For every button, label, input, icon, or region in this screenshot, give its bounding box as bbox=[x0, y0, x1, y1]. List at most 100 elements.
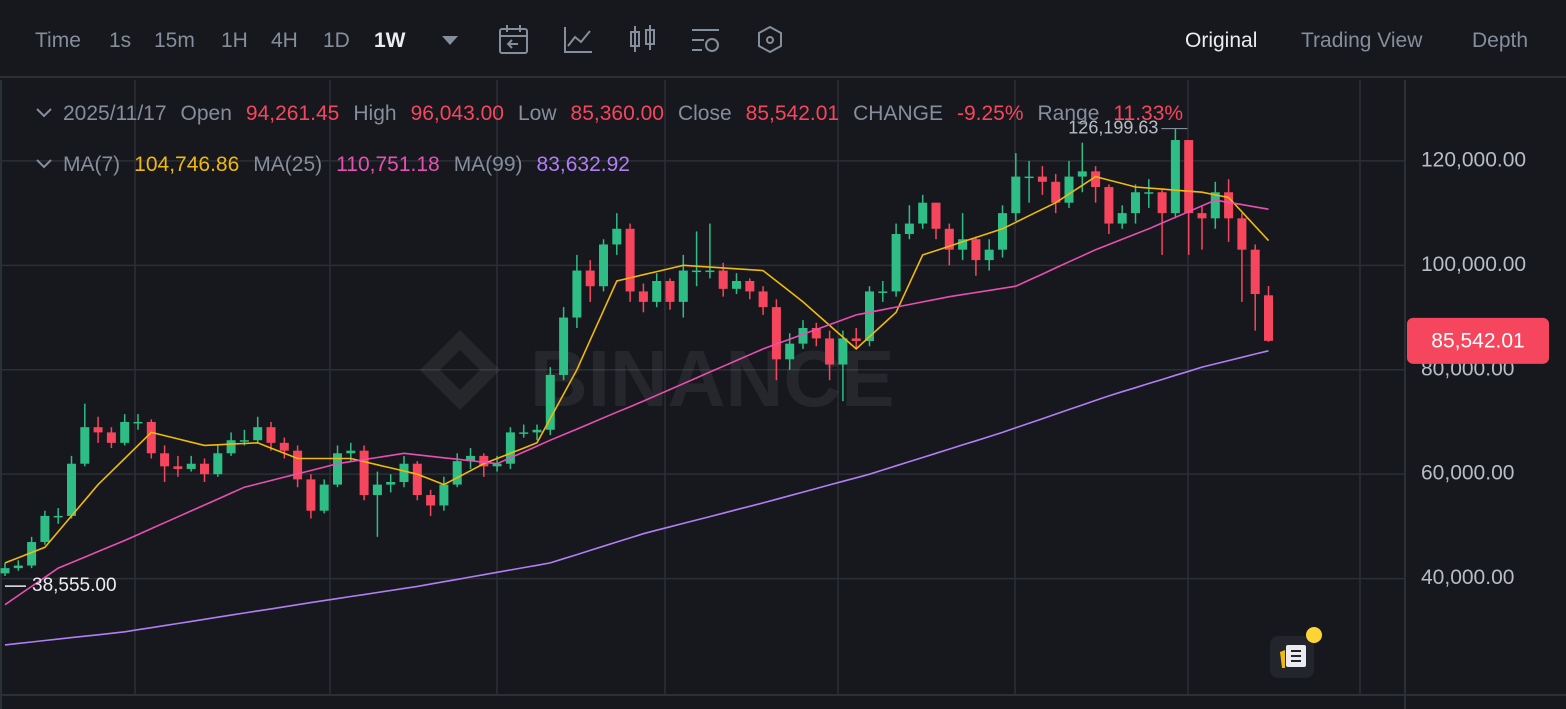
chevron[interactable] bbox=[34, 157, 56, 171]
field-value: 85,542.01 bbox=[745, 102, 840, 125]
candle-body bbox=[120, 421, 130, 443]
last-price-label: 85,542.01 bbox=[1431, 329, 1524, 352]
candle-body bbox=[771, 307, 781, 360]
candle-body bbox=[998, 213, 1007, 250]
interval-button[interactable]: 1D bbox=[323, 29, 350, 52]
date-icon[interactable] bbox=[499, 25, 528, 54]
candle-body bbox=[479, 455, 489, 467]
interval-button[interactable]: 4H bbox=[271, 29, 298, 52]
candle-body bbox=[652, 280, 662, 302]
view-tab[interactable]: Depth bbox=[1472, 29, 1529, 52]
notice-icon[interactable] bbox=[1270, 627, 1322, 678]
ohlc-row: 2025/11/17 Open 94,261.45 High 96,043.00 Low 8… bbox=[34, 101, 1197, 127]
candle-body bbox=[0, 568, 10, 574]
candle-body bbox=[958, 239, 968, 250]
candle-body bbox=[692, 270, 702, 273]
candle-body bbox=[891, 234, 901, 292]
candle-body bbox=[306, 479, 316, 511]
candle-body bbox=[359, 450, 369, 496]
candle-body bbox=[825, 338, 835, 365]
settings-icon[interactable] bbox=[692, 29, 719, 52]
candle-body bbox=[293, 450, 303, 480]
interval-button[interactable]: Time bbox=[35, 29, 81, 52]
candle-body bbox=[13, 565, 23, 569]
chevron[interactable] bbox=[34, 106, 56, 120]
candle-body bbox=[173, 466, 183, 469]
candle-body bbox=[146, 421, 156, 454]
legend-label: MA(7) bbox=[63, 153, 121, 176]
candle-body bbox=[1024, 176, 1034, 179]
date: 2025/11/17 bbox=[63, 102, 167, 125]
candle-body bbox=[1091, 171, 1101, 188]
candle-body bbox=[40, 515, 50, 543]
candle-body bbox=[798, 327, 808, 344]
candle-body bbox=[638, 291, 648, 302]
field-label: Low bbox=[518, 102, 557, 125]
candle-body bbox=[1144, 192, 1154, 194]
candle-body bbox=[226, 440, 236, 454]
field-label: CHANGE bbox=[853, 102, 943, 125]
candle-body bbox=[944, 228, 954, 250]
ma-row: MA(7) 104,746.86 MA(25) 110,751.18 MA(99) 83,… bbox=[34, 152, 644, 178]
candle-body bbox=[1197, 213, 1207, 219]
candle-body bbox=[27, 542, 37, 566]
candle-body bbox=[346, 450, 356, 454]
candle-body bbox=[918, 202, 928, 224]
candle-body bbox=[1250, 249, 1260, 295]
candle-icon[interactable] bbox=[630, 25, 655, 52]
candle-body bbox=[904, 223, 914, 235]
candle-body bbox=[811, 327, 821, 339]
watermark-logo bbox=[420, 330, 500, 410]
candle-body bbox=[386, 481, 396, 485]
candle-body bbox=[732, 280, 741, 289]
min-label: 38,555.00 bbox=[32, 575, 117, 596]
field-label: Range bbox=[1037, 102, 1100, 125]
candle-body bbox=[705, 270, 715, 273]
view-tab[interactable]: Original bbox=[1185, 29, 1258, 52]
watermark: BINANCE bbox=[420, 330, 894, 423]
candle-body bbox=[1117, 213, 1127, 224]
interval-button[interactable]: 1s bbox=[109, 29, 132, 52]
interval-button[interactable]: 1W bbox=[374, 29, 406, 52]
candle-body bbox=[984, 249, 994, 261]
candle-body bbox=[745, 280, 755, 292]
candle-body bbox=[971, 239, 981, 261]
field-value: 96,043.00 bbox=[410, 102, 504, 125]
view-tab[interactable]: Trading View bbox=[1301, 29, 1423, 52]
candle-body bbox=[545, 374, 555, 430]
candle-body bbox=[505, 432, 515, 464]
ma-line bbox=[4, 175, 1270, 564]
candle-body bbox=[1051, 181, 1061, 203]
candle-body bbox=[1037, 176, 1047, 182]
candle-body bbox=[1077, 171, 1087, 177]
ma-line bbox=[4, 350, 1269, 646]
candle-body bbox=[865, 291, 874, 342]
candle-body bbox=[372, 484, 382, 496]
candle-body bbox=[559, 317, 569, 375]
toolbar: Time 1s 15m 1H 4H 1D 1W Original Trading View Dep… bbox=[0, 0, 1566, 78]
indicator-icon[interactable] bbox=[564, 27, 592, 53]
candle-body bbox=[439, 484, 449, 506]
candle-body bbox=[612, 228, 622, 245]
candle-body bbox=[599, 244, 608, 287]
y-tick-label: 40,000.00 bbox=[1421, 566, 1514, 589]
interval-button[interactable]: 1H bbox=[221, 29, 248, 52]
candle-body bbox=[532, 429, 542, 433]
candle-body bbox=[1011, 176, 1021, 214]
legend-value: 104,746.86 bbox=[134, 153, 240, 176]
candle-body bbox=[319, 484, 329, 511]
candle-body bbox=[426, 495, 436, 506]
candle-body bbox=[585, 270, 595, 287]
dropdown-icon[interactable] bbox=[442, 36, 458, 45]
candle-body bbox=[1064, 176, 1074, 203]
layer-icon[interactable] bbox=[758, 25, 782, 54]
candle-body bbox=[80, 427, 90, 464]
interval-button[interactable]: 15m bbox=[154, 29, 195, 52]
candle-body bbox=[200, 463, 209, 475]
candle-body bbox=[399, 463, 409, 482]
y-tick-label: 60,000.00 bbox=[1421, 462, 1514, 485]
candle-body bbox=[213, 453, 223, 475]
field-label: Open bbox=[180, 102, 232, 125]
